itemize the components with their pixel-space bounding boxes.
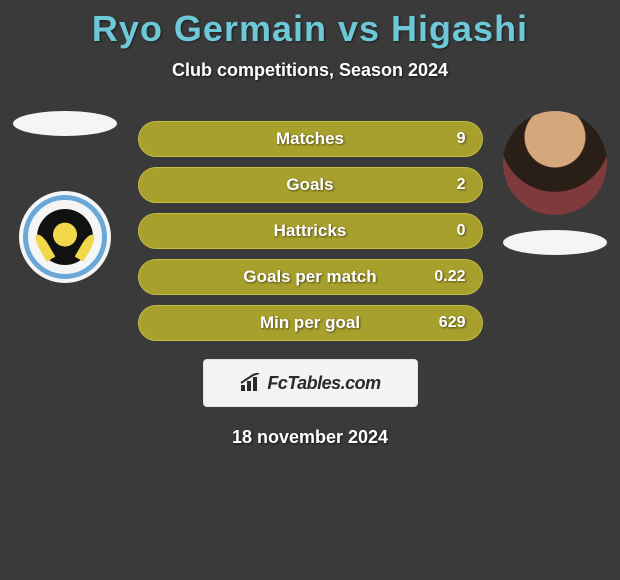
comparison-infographic: Ryo Germain vs Higashi Club competitions…: [0, 0, 620, 580]
stat-row-hattricks: Hattricks 0: [138, 213, 483, 249]
fctables-logo: FcTables.com: [239, 373, 380, 394]
stat-label: Hattricks: [274, 221, 347, 241]
page-title: Ryo Germain vs Higashi: [0, 8, 620, 50]
stats-area: Matches 9 Goals 2 Hattricks 0 Goals per …: [0, 121, 620, 448]
player-right-avatar: [503, 111, 607, 215]
stat-right-value: 629: [439, 314, 466, 332]
player-right-column: [500, 111, 610, 255]
stat-row-min-per-goal: Min per goal 629: [138, 305, 483, 341]
stat-label: Min per goal: [260, 313, 360, 333]
stat-row-goals-per-match: Goals per match 0.22: [138, 259, 483, 295]
page-subtitle: Club competitions, Season 2024: [0, 60, 620, 81]
stat-row-goals: Goals 2: [138, 167, 483, 203]
stat-right-value: 0: [457, 222, 466, 240]
stat-right-value: 0.22: [434, 268, 465, 286]
brand-text: FcTables.com: [267, 373, 380, 394]
header: Ryo Germain vs Higashi Club competitions…: [0, 0, 620, 81]
player-left-club-logo: [19, 191, 111, 283]
stat-rows: Matches 9 Goals 2 Hattricks 0 Goals per …: [138, 121, 483, 341]
stat-right-value: 2: [457, 176, 466, 194]
player-right-club-logo-placeholder: [503, 230, 607, 255]
stat-label: Matches: [276, 129, 344, 149]
brand-box[interactable]: FcTables.com: [203, 359, 418, 407]
infographic-date: 18 november 2024: [0, 427, 620, 448]
stat-label: Goals: [286, 175, 333, 195]
stat-row-matches: Matches 9: [138, 121, 483, 157]
stat-right-value: 9: [457, 130, 466, 148]
player-left-column: [10, 111, 120, 283]
stat-label: Goals per match: [243, 267, 376, 287]
bar-chart-icon: [239, 373, 263, 393]
player-left-avatar-placeholder: [13, 111, 117, 136]
